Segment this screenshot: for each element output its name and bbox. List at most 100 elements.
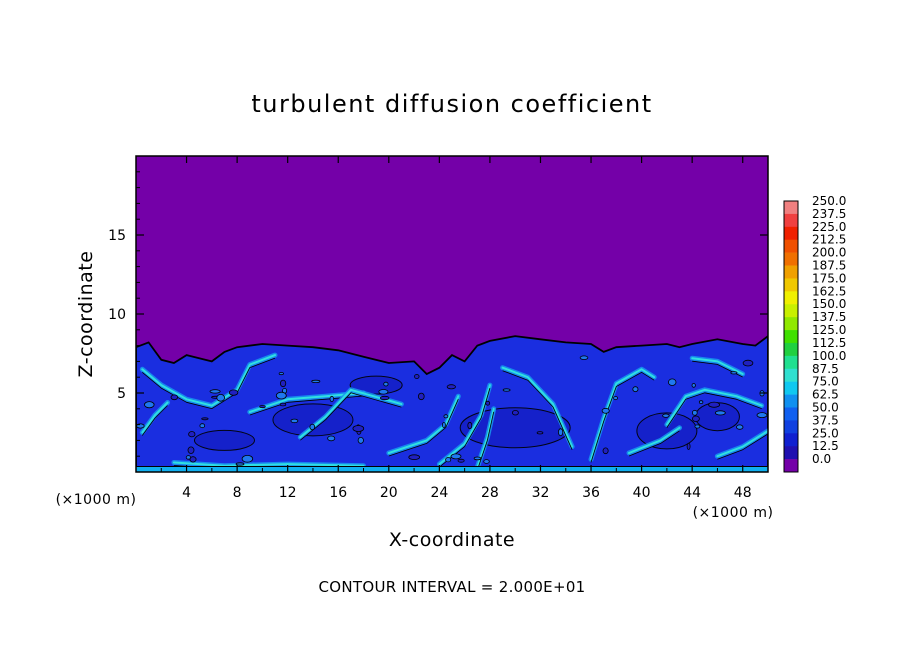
contour-speckle	[383, 381, 389, 387]
contour-speckle	[199, 423, 206, 429]
colorbar-swatch	[784, 265, 798, 279]
contour-speckle	[379, 395, 390, 401]
colorbar-swatch	[784, 433, 798, 447]
colorbar-swatch	[784, 381, 798, 395]
x-tick-label: 32	[532, 485, 550, 501]
contour-speckle	[467, 421, 473, 430]
colorbar-label: 0.0	[812, 452, 831, 466]
contour-speckle	[357, 436, 364, 444]
contour-speckle	[457, 458, 465, 463]
colorbar-swatch	[784, 342, 798, 357]
contour-speckle	[756, 412, 768, 419]
x-tick-label: 28	[481, 485, 499, 501]
contour-speckle	[408, 454, 421, 461]
contour-speckle	[613, 396, 618, 401]
colorbar-swatch	[784, 252, 798, 266]
plot-area	[136, 156, 768, 472]
contour-speckle	[290, 418, 299, 424]
contour-speckle	[235, 462, 245, 466]
filament-contour	[717, 433, 768, 460]
x-tick-label: 48	[734, 485, 752, 501]
contour-speckle	[189, 456, 197, 463]
filament-core	[628, 426, 681, 454]
contour-speckle	[512, 410, 519, 416]
contour-speckle	[579, 355, 589, 360]
surface-layer	[136, 466, 768, 472]
filament-core	[665, 388, 763, 426]
filament-core	[172, 461, 365, 467]
x-axis-unit-right: (×1000 m)	[693, 505, 774, 521]
filament-core	[438, 384, 491, 466]
colorbar-label: 187.5	[812, 259, 846, 273]
colorbar-label: 225.0	[812, 220, 846, 234]
colorbar-swatch	[784, 226, 798, 241]
contour-speckle	[483, 459, 490, 464]
contour-speckle	[327, 435, 336, 442]
contour-speckle	[692, 415, 700, 422]
filament-contour	[502, 370, 573, 450]
contour-speckle	[446, 384, 456, 390]
colorbar-label: 112.5	[812, 336, 846, 350]
colorbar-label: 37.5	[812, 413, 839, 427]
contour-speckle	[170, 394, 178, 401]
contour-interval-note: CONTOUR INTERVAL = 2.000E+01	[318, 578, 585, 596]
contour-speckle	[441, 422, 446, 428]
x-tick-label: 20	[380, 485, 398, 501]
filament-core	[141, 401, 169, 434]
contour-speckle	[185, 455, 191, 460]
colorbar-swatch	[784, 304, 798, 318]
contour-speckle	[414, 374, 420, 379]
contour-speckle	[279, 379, 287, 388]
colorbar-swatch	[784, 446, 798, 460]
colorbar-swatch	[784, 368, 798, 382]
contour-speckle	[602, 447, 609, 455]
colorbar-label: 237.5	[812, 207, 846, 221]
contour-speckle	[668, 378, 677, 386]
colorbar-swatch	[784, 420, 798, 434]
filament-contour	[666, 392, 762, 428]
y-axis-ticks: 5 10 15	[108, 171, 768, 457]
contour-speckle	[311, 379, 321, 383]
colorbar-label: 125.0	[812, 323, 846, 337]
x-tick-label: 4	[182, 485, 191, 501]
contour-speckle	[450, 453, 462, 460]
contour-speckle	[275, 391, 287, 400]
colorbar-label: 75.0	[812, 375, 839, 389]
contour-speckle	[502, 388, 511, 392]
contour-speckle	[329, 395, 334, 402]
filament-core	[691, 357, 744, 375]
x-axis-ticks: 4 8 12 16 20 24 28 32 36 40 44 48	[160, 156, 752, 501]
y-tick-label: 10	[108, 307, 126, 323]
x-tick-label: 16	[329, 485, 347, 501]
contour-speckle	[417, 392, 425, 401]
x-tick-label: 40	[633, 485, 651, 501]
contour-speckle	[144, 401, 155, 409]
contour-speckle	[557, 428, 564, 437]
colorbar-swatch	[784, 330, 798, 344]
colorbar-label: 50.0	[812, 401, 839, 415]
contour-speckle	[473, 456, 482, 461]
x-tick-label: 44	[683, 485, 701, 501]
contour-speckle	[259, 405, 266, 409]
contour-speckle	[686, 442, 691, 450]
contour-speckle	[601, 407, 610, 414]
colorbar-swatch	[784, 213, 798, 228]
contour-speckle	[278, 372, 284, 376]
contour-speckle	[730, 371, 738, 375]
colorbar-label: 250.0	[812, 194, 846, 208]
contour-speckle	[443, 414, 449, 419]
contour-speckle	[378, 389, 389, 395]
filament-contour	[476, 411, 495, 471]
turbulent-layer-fill	[136, 336, 768, 472]
contour-speckle	[736, 424, 744, 430]
contour-speckle	[632, 386, 639, 393]
contour-speckle	[708, 401, 720, 408]
colorbar-swatch	[784, 459, 798, 473]
filament-core	[590, 368, 656, 461]
contour-speckle	[714, 410, 726, 416]
eddy-core	[193, 429, 255, 451]
colorbar-label: 200.0	[812, 246, 846, 260]
contour-speckle	[536, 431, 544, 435]
filament-contour	[590, 371, 655, 463]
colorbar-swatch	[784, 407, 798, 421]
